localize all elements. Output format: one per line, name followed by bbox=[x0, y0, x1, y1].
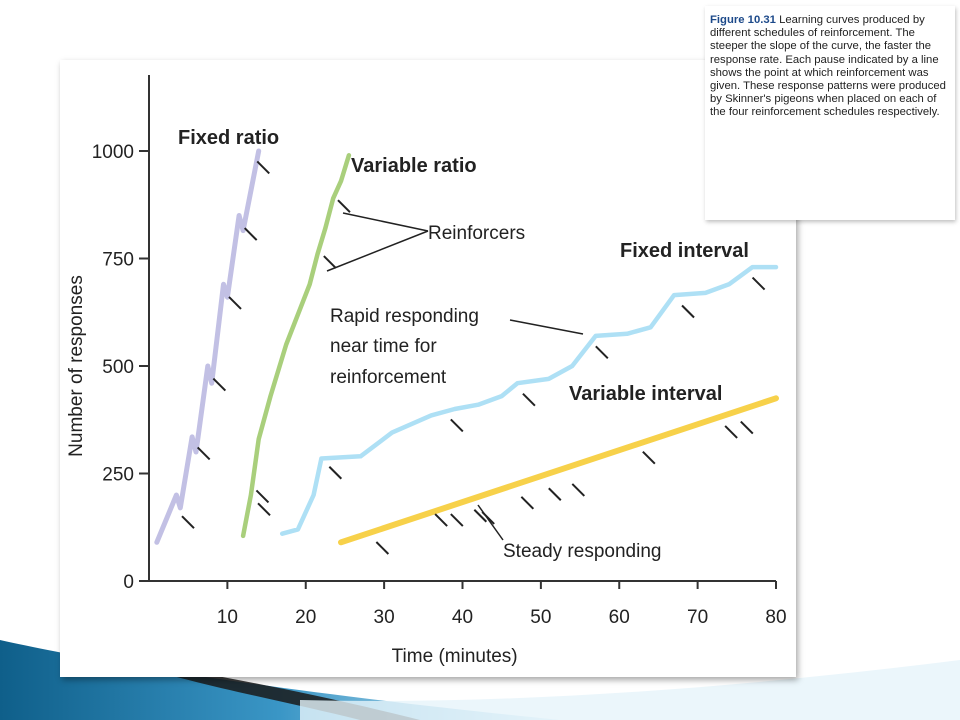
annotation-reinforcers: Reinforcers bbox=[428, 223, 525, 244]
x-axis-label: Time (minutes) bbox=[392, 646, 518, 667]
reinforcer-mark bbox=[740, 420, 754, 435]
caption-text: Learning curves produced by different sc… bbox=[710, 14, 946, 119]
y-tick-label: 250 bbox=[102, 465, 134, 486]
reinforcer-mark bbox=[196, 446, 211, 461]
reinforcer-mark bbox=[642, 450, 656, 465]
reinforcer-mark bbox=[595, 345, 609, 360]
reinforcer-mark bbox=[724, 425, 738, 439]
x-tick-label: 50 bbox=[530, 607, 551, 628]
reinforcer-mark bbox=[212, 377, 227, 392]
figure-card bbox=[60, 60, 796, 677]
x-tick-label: 40 bbox=[452, 607, 473, 628]
reinforcer-mark bbox=[751, 276, 766, 291]
caption-label: Figure 10.31 bbox=[710, 14, 776, 26]
x-tick-label: 70 bbox=[687, 607, 708, 628]
y-tick-label: 0 bbox=[123, 572, 134, 593]
annotation-near-time-for: near time for bbox=[330, 336, 437, 357]
reinforcers-leader-lower bbox=[326, 230, 429, 272]
series-label-fixed-ratio: Fixed ratio bbox=[178, 127, 279, 149]
series-label-variable-ratio: Variable ratio bbox=[351, 155, 477, 177]
reinforcer-mark bbox=[522, 392, 536, 407]
reinforcer-mark bbox=[256, 160, 270, 175]
reinforcer-mark bbox=[548, 487, 562, 501]
slide-accent-swoosh-light bbox=[300, 660, 960, 720]
chart-annotations: Fixed ratio Variable ratio Fixed interval V… bbox=[178, 127, 749, 562]
x-tick-label: 20 bbox=[295, 607, 316, 628]
reinforcer-mark bbox=[181, 515, 195, 529]
series-label-variable-interval: Variable interval bbox=[569, 383, 722, 405]
series-line-variable-ratio bbox=[240, 153, 352, 539]
reinforcer-mark bbox=[255, 489, 270, 504]
chart-axes: 10 20 30 40 50 60 70 80 0 250 500 750 1000 Time (minu… bbox=[66, 75, 787, 667]
x-tick-label: 60 bbox=[609, 607, 630, 628]
reinforcer-mark bbox=[434, 513, 448, 527]
y-tick-label: 500 bbox=[102, 357, 134, 378]
series-label-fixed-interval: Fixed interval bbox=[620, 240, 749, 262]
reinforcers-leader-upper bbox=[342, 212, 429, 232]
annotation-steady-responding: Steady responding bbox=[503, 541, 661, 562]
reinforcer-mark bbox=[450, 418, 464, 433]
reinforcer-mark bbox=[450, 513, 464, 527]
reinforcer-mark bbox=[243, 227, 258, 241]
reinforcer-mark bbox=[328, 466, 343, 480]
slide-accent-swoosh bbox=[0, 640, 560, 720]
y-axis-label: Number of responses bbox=[66, 275, 87, 457]
reinforcer-mark bbox=[323, 255, 337, 269]
annotation-rapid-responding: Rapid responding bbox=[330, 306, 479, 327]
figure-caption: Figure 10.31 Learning curves produced by… bbox=[705, 6, 955, 220]
reinforcer-mark bbox=[375, 541, 390, 555]
rapid-responding-leader bbox=[509, 319, 584, 335]
reinforcer-mark bbox=[681, 304, 695, 319]
y-tick-label: 750 bbox=[102, 250, 134, 271]
chart-series bbox=[154, 148, 779, 555]
reinforcer-mark bbox=[257, 502, 271, 517]
x-tick-label: 30 bbox=[374, 607, 395, 628]
annotation-reinforcement: reinforcement bbox=[330, 367, 447, 388]
series-line-fixed-ratio bbox=[154, 148, 262, 545]
y-tick-label: 1000 bbox=[92, 142, 134, 163]
x-tick-label: 80 bbox=[765, 607, 786, 628]
reinforcer-mark bbox=[520, 496, 535, 510]
steady-responding-leader bbox=[477, 504, 504, 541]
reinforcer-mark bbox=[228, 296, 242, 310]
reinforcer-mark bbox=[571, 483, 586, 497]
x-tick-label: 10 bbox=[217, 607, 238, 628]
series-line-fixed-interval bbox=[279, 264, 779, 536]
reinforcer-mark bbox=[473, 509, 488, 523]
series-line-variable-interval bbox=[338, 395, 779, 546]
reinforcer-mark bbox=[337, 199, 351, 213]
